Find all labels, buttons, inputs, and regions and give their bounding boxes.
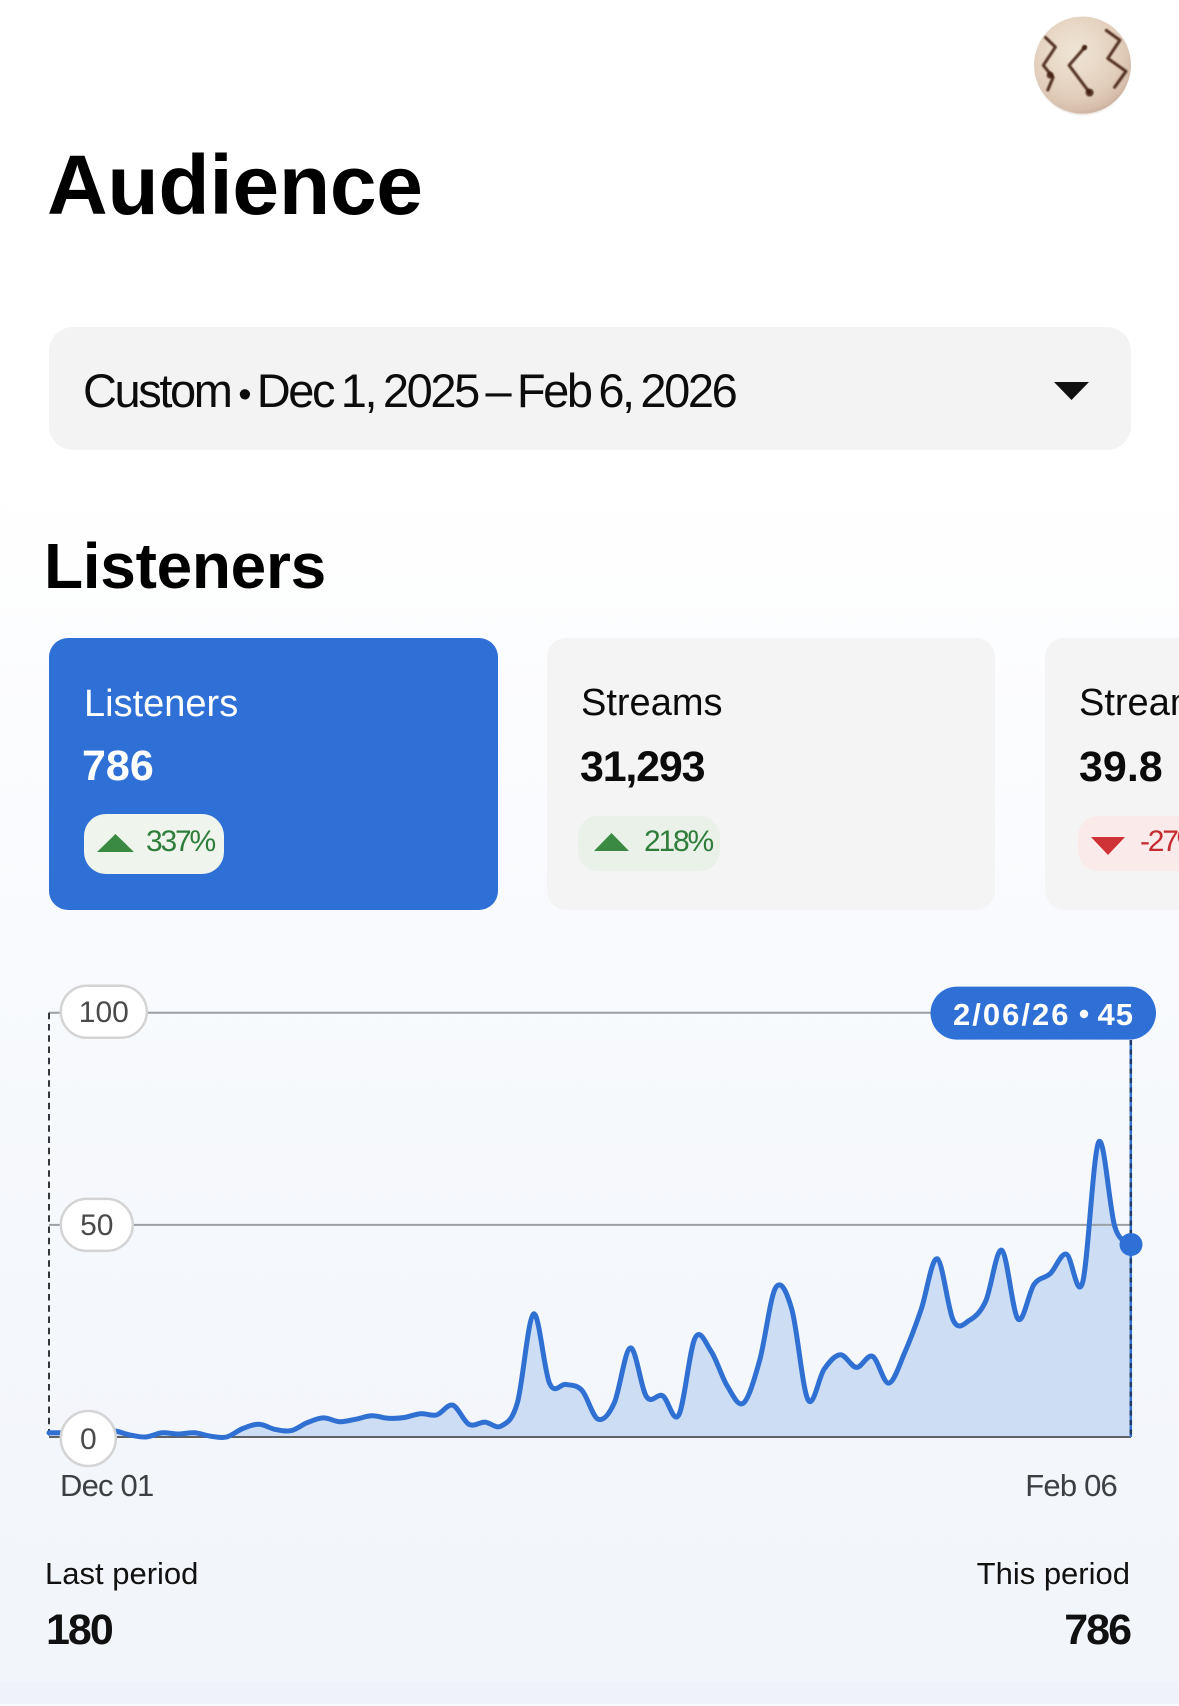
svg-text:45: 45 xyxy=(1098,997,1134,1032)
svg-text:2/06/26: 2/06/26 xyxy=(953,997,1070,1032)
svg-text:0: 0 xyxy=(80,1423,97,1456)
svg-text:100: 100 xyxy=(79,996,129,1029)
svg-text:50: 50 xyxy=(80,1209,113,1242)
